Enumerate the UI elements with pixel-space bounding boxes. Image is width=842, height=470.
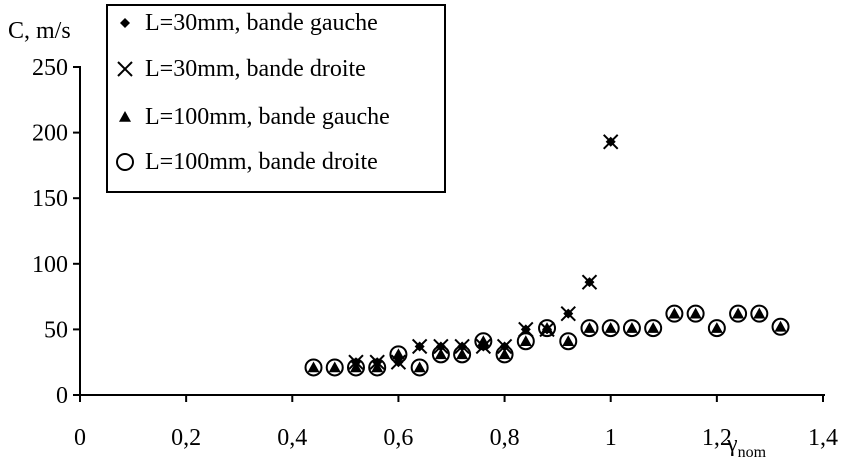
x-axis-title: γnom [726,431,767,461]
data-point-diamond [563,308,574,319]
data-point-triangle [732,307,745,319]
data-point-triangle [710,322,723,333]
x-tick-label: 0,6 [383,425,413,451]
x-ticks: 0 0,2 0,4 0,6 0,8 1 1,2 1,4 [74,395,838,451]
data-point-diamond [372,357,383,368]
x-tick-label: 0,2 [171,425,201,451]
data-point-triangle [413,361,426,373]
data-point-triangle [456,348,469,360]
legend-label: L=100mm, bande gauche [145,104,390,130]
legend-label: L=30mm, bande gauche [145,10,378,36]
x-tick-label: 1,4 [808,425,838,451]
x-axis-title-subscript: nom [738,444,767,461]
data-point-circle [686,304,705,323]
data-point-circle [559,332,578,351]
legend-box [106,4,446,193]
data-point-triangle [562,335,575,347]
legend-marker-x-stroke [117,61,133,77]
x-axis-title-main: γ [726,431,738,457]
data-point-circle [729,304,748,323]
data-point-diamond [457,341,468,352]
legend-label: L=100mm, bande droite [145,149,378,175]
data-point-circle [622,319,641,338]
data-point-circle [601,319,620,338]
x-tick-label: 0,8 [490,425,520,451]
data-point-diamond [435,341,446,352]
data-point-triangle [392,348,405,360]
legend-marker-x [117,61,133,77]
y-tick-label: 200 [32,121,68,147]
data-point-circle [410,358,429,377]
data-point-triangle [774,320,787,332]
x-tick-label: 1 [605,425,617,451]
data-point-triangle [689,307,702,319]
data-point-diamond [350,357,361,368]
data-point-triangle [519,335,532,347]
data-point-circle [665,304,684,323]
data-point-triangle [328,361,341,373]
data-point-diamond [393,357,404,368]
data-point-triangle [604,322,617,333]
legend-label: L=30mm, bande droite [145,56,366,82]
data-point-triangle [498,348,511,360]
legend: L=30mm, bande gauche L=30mm, bande droite… [106,4,446,193]
x-tick-label: 0,4 [277,425,307,451]
x-tick-label: 0 [74,425,86,451]
data-point-circle [538,319,557,338]
legend-marker-diamond [120,18,130,28]
y-tick-label: 250 [32,55,68,81]
legend-marker-triangle [119,111,131,122]
y-tick-label: 0 [56,383,68,409]
y-axis-title: C, m/s [8,18,71,44]
data-point-circle [580,319,599,338]
axes [79,66,825,396]
data-point-circle [644,319,663,338]
data-point-triangle [307,361,320,373]
data-point-triangle [583,322,596,333]
data-point-triangle [753,307,766,319]
data-point-diamond [584,277,595,288]
data-point-diamond [605,136,616,147]
data-point-circle [707,319,726,338]
legend-marker-circle [116,153,134,171]
data-point-triangle [668,307,681,319]
data-point-triangle [647,322,660,333]
data-point-diamond [478,341,489,352]
y-tick-label: 50 [44,317,68,343]
data-point-circle [750,304,769,323]
y-ticks: 0 50 100 150 200 250 [32,55,80,409]
y-tick-label: 150 [32,186,68,212]
data-point-diamond [520,324,531,335]
data-point-diamond [499,341,510,352]
data-point-diamond [542,324,553,335]
data-point-circle [325,358,344,377]
data-point-circle [771,317,790,336]
data-point-diamond [414,341,425,352]
data-point-triangle [625,322,638,333]
data-point-triangle [434,348,447,360]
data-marks [304,134,790,377]
data-point-circle [304,358,323,377]
x-tick-label: 1,2 [702,425,732,451]
y-tick-label: 100 [32,252,68,278]
